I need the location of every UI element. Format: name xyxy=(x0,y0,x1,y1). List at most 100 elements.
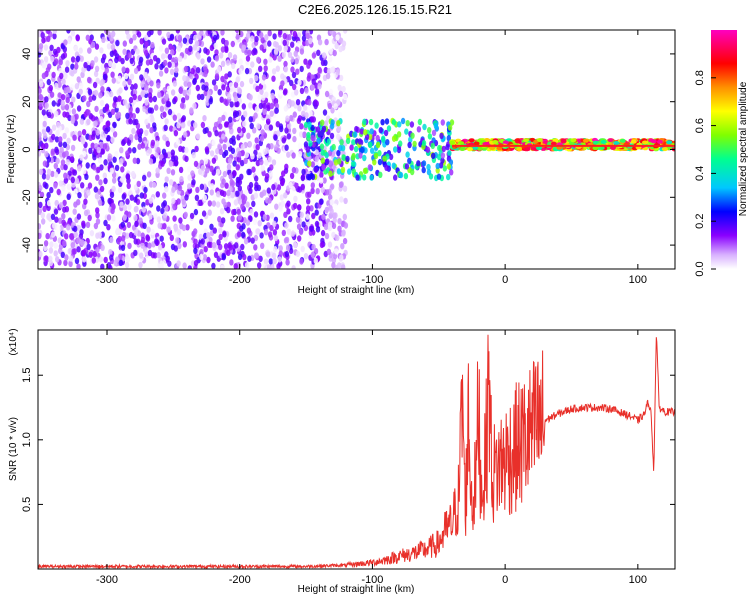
spectrogram-cell xyxy=(180,116,185,124)
spectrogram-cell xyxy=(102,143,108,150)
spectrogram-cell xyxy=(297,235,302,242)
spectrogram-cell xyxy=(320,119,325,126)
spectrogram-cell xyxy=(103,164,109,171)
spectrogram-cell xyxy=(334,42,339,50)
spectrogram-cell xyxy=(112,101,117,109)
spectrogram-cell xyxy=(160,53,166,60)
spectrogram-cell xyxy=(133,238,138,245)
spectrogram-cell xyxy=(369,128,374,135)
spectrogram-cell xyxy=(80,182,85,189)
spectrogram-cell xyxy=(171,186,176,194)
spectrogram-cell xyxy=(336,133,341,140)
spectrogram-cell xyxy=(140,142,145,149)
spectrogram-cell xyxy=(234,242,239,249)
spectrogram-cell xyxy=(362,154,367,162)
spectrogram-cell xyxy=(592,146,599,151)
spectrogram-cell xyxy=(60,159,66,166)
spectrogram-cell xyxy=(137,143,142,150)
spectrogram-cell xyxy=(203,66,208,73)
spectrogram-cell xyxy=(259,158,264,166)
spectrogram-cell xyxy=(122,80,127,87)
spectrogram-cell xyxy=(324,206,329,214)
spectrogram-cell xyxy=(259,32,264,39)
spectrogram-cell xyxy=(90,142,95,149)
spectrogram-cell xyxy=(149,107,154,114)
spectrogram-cell xyxy=(152,252,158,259)
spectrogram-cell xyxy=(95,218,101,225)
spectrogram-cell xyxy=(193,247,198,254)
spectrogram-cell xyxy=(607,138,614,143)
spectrogram-cell xyxy=(248,181,254,189)
spectrogram-cell xyxy=(187,174,192,181)
spectrogram-cell xyxy=(139,38,144,45)
spectrogram-cell xyxy=(150,116,155,123)
spectrogram-cell xyxy=(140,91,145,98)
spectrogram-cell xyxy=(422,123,427,131)
spectrogram-cell xyxy=(128,111,133,119)
spectrogram-cell xyxy=(219,189,225,196)
spectrogram-cell xyxy=(221,133,226,140)
spectrogram-cell xyxy=(270,265,275,269)
spectrogram-cell xyxy=(127,203,132,211)
spectrogram-cell xyxy=(502,140,509,145)
spectrogram-y-tick-label: -40 xyxy=(21,237,33,253)
spectrogram-cell xyxy=(145,59,151,66)
spectrogram-cell xyxy=(103,256,108,264)
spectrogram-cell xyxy=(368,118,374,126)
spectrogram-cell xyxy=(48,247,54,254)
spectrogram-cell xyxy=(306,131,311,139)
spectrogram-cell xyxy=(297,204,302,211)
spectrogram-cell xyxy=(278,245,283,252)
spectrogram-cell xyxy=(157,222,162,229)
spectrogram-cell xyxy=(319,143,325,150)
spectrogram-cell xyxy=(335,173,340,180)
spectrogram-cell xyxy=(223,121,229,128)
spectrogram-cell xyxy=(149,80,154,87)
spectrogram-cell xyxy=(132,93,137,101)
spectrogram-cell xyxy=(224,73,229,80)
spectrogram-cell xyxy=(319,241,325,249)
spectrogram-cell xyxy=(441,145,446,153)
spectrogram-cell xyxy=(237,214,242,221)
spectrogram-cell xyxy=(199,218,204,226)
spectrogram-cell xyxy=(243,238,249,245)
spectrogram-cell xyxy=(407,141,412,149)
spectrogram-cell xyxy=(159,260,164,267)
spectrogram-cell xyxy=(108,90,114,98)
spectrogram-cell xyxy=(62,132,67,140)
spectrogram-cell xyxy=(172,215,177,222)
spectrogram-cell xyxy=(183,65,189,73)
spectrogram-cell xyxy=(251,49,256,56)
spectrogram-cell xyxy=(666,140,673,145)
spectrogram-cell xyxy=(269,102,274,110)
spectrogram-cell xyxy=(405,120,410,127)
spectrogram-cell xyxy=(232,170,237,177)
spectrogram-cell xyxy=(90,41,96,48)
spectrogram-cell xyxy=(240,143,245,151)
spectrogram-cell xyxy=(362,167,368,175)
spectrogram-cell xyxy=(203,158,209,165)
spectrogram-cell xyxy=(176,260,181,267)
spectrogram-cell xyxy=(38,94,44,101)
spectrogram-cell xyxy=(237,185,242,192)
spectrogram-cell xyxy=(156,82,161,89)
spectrogram-cell xyxy=(393,146,398,153)
spectrogram-cell xyxy=(536,138,543,142)
spectrogram-cell xyxy=(46,191,51,199)
spectrogram-cell xyxy=(278,89,283,96)
spectrogram-cell xyxy=(321,52,327,59)
spectrogram-cell xyxy=(262,83,267,91)
spectrogram-cell xyxy=(259,232,264,239)
spectrogram-cell xyxy=(120,244,126,251)
spectrogram-cell xyxy=(249,77,254,85)
spectrogram-cell xyxy=(112,156,117,163)
spectrogram-cell xyxy=(290,230,296,237)
spectrogram-cell xyxy=(269,143,274,150)
spectrogram-cell xyxy=(95,129,100,136)
spectrogram-cell xyxy=(254,105,260,113)
spectrogram-cell xyxy=(345,155,350,163)
spectrogram-cell xyxy=(66,224,71,231)
spectrogram-cell xyxy=(177,34,183,42)
spectrogram-cell xyxy=(362,118,367,126)
spectrogram-cell xyxy=(79,55,84,62)
